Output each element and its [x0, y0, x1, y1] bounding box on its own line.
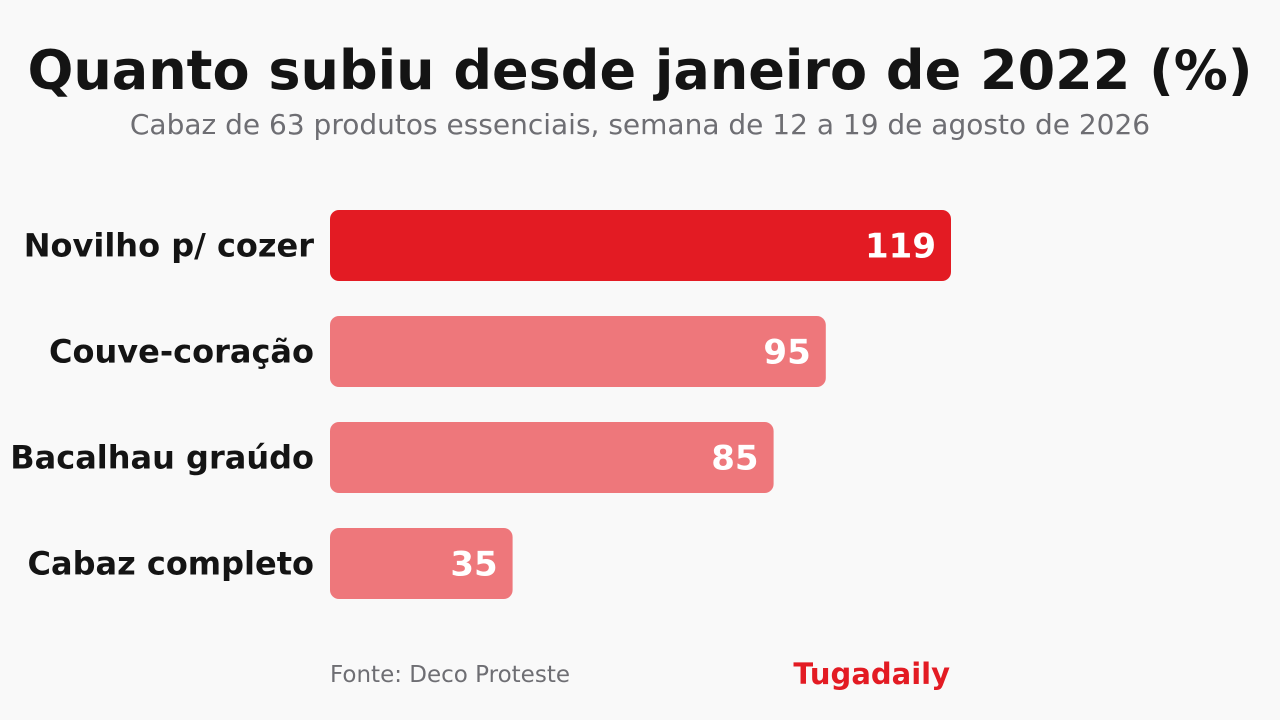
value-label-1: 95	[763, 333, 810, 373]
bar-1	[330, 316, 826, 387]
chart-subtitle: Cabaz de 63 produtos essenciais, semana …	[129, 108, 1151, 141]
chart-title: Quanto subiu desde janeiro de 2022 (%)	[27, 39, 1253, 102]
value-label-2: 85	[711, 439, 758, 479]
bar-2	[330, 422, 774, 493]
bar-3	[330, 528, 513, 599]
category-label-2: Bacalhau graúdo	[10, 439, 314, 477]
value-label-0: 119	[865, 227, 936, 267]
value-label-3: 35	[450, 545, 497, 585]
category-label-3: Cabaz completo	[28, 545, 315, 583]
source-note: Fonte: Deco Proteste	[330, 662, 570, 688]
category-label-0: Novilho p/ cozer	[24, 227, 314, 265]
category-label-1: Couve-coração	[49, 333, 314, 371]
bar-0	[330, 210, 951, 281]
brand-logo: Tugadaily	[793, 657, 950, 691]
